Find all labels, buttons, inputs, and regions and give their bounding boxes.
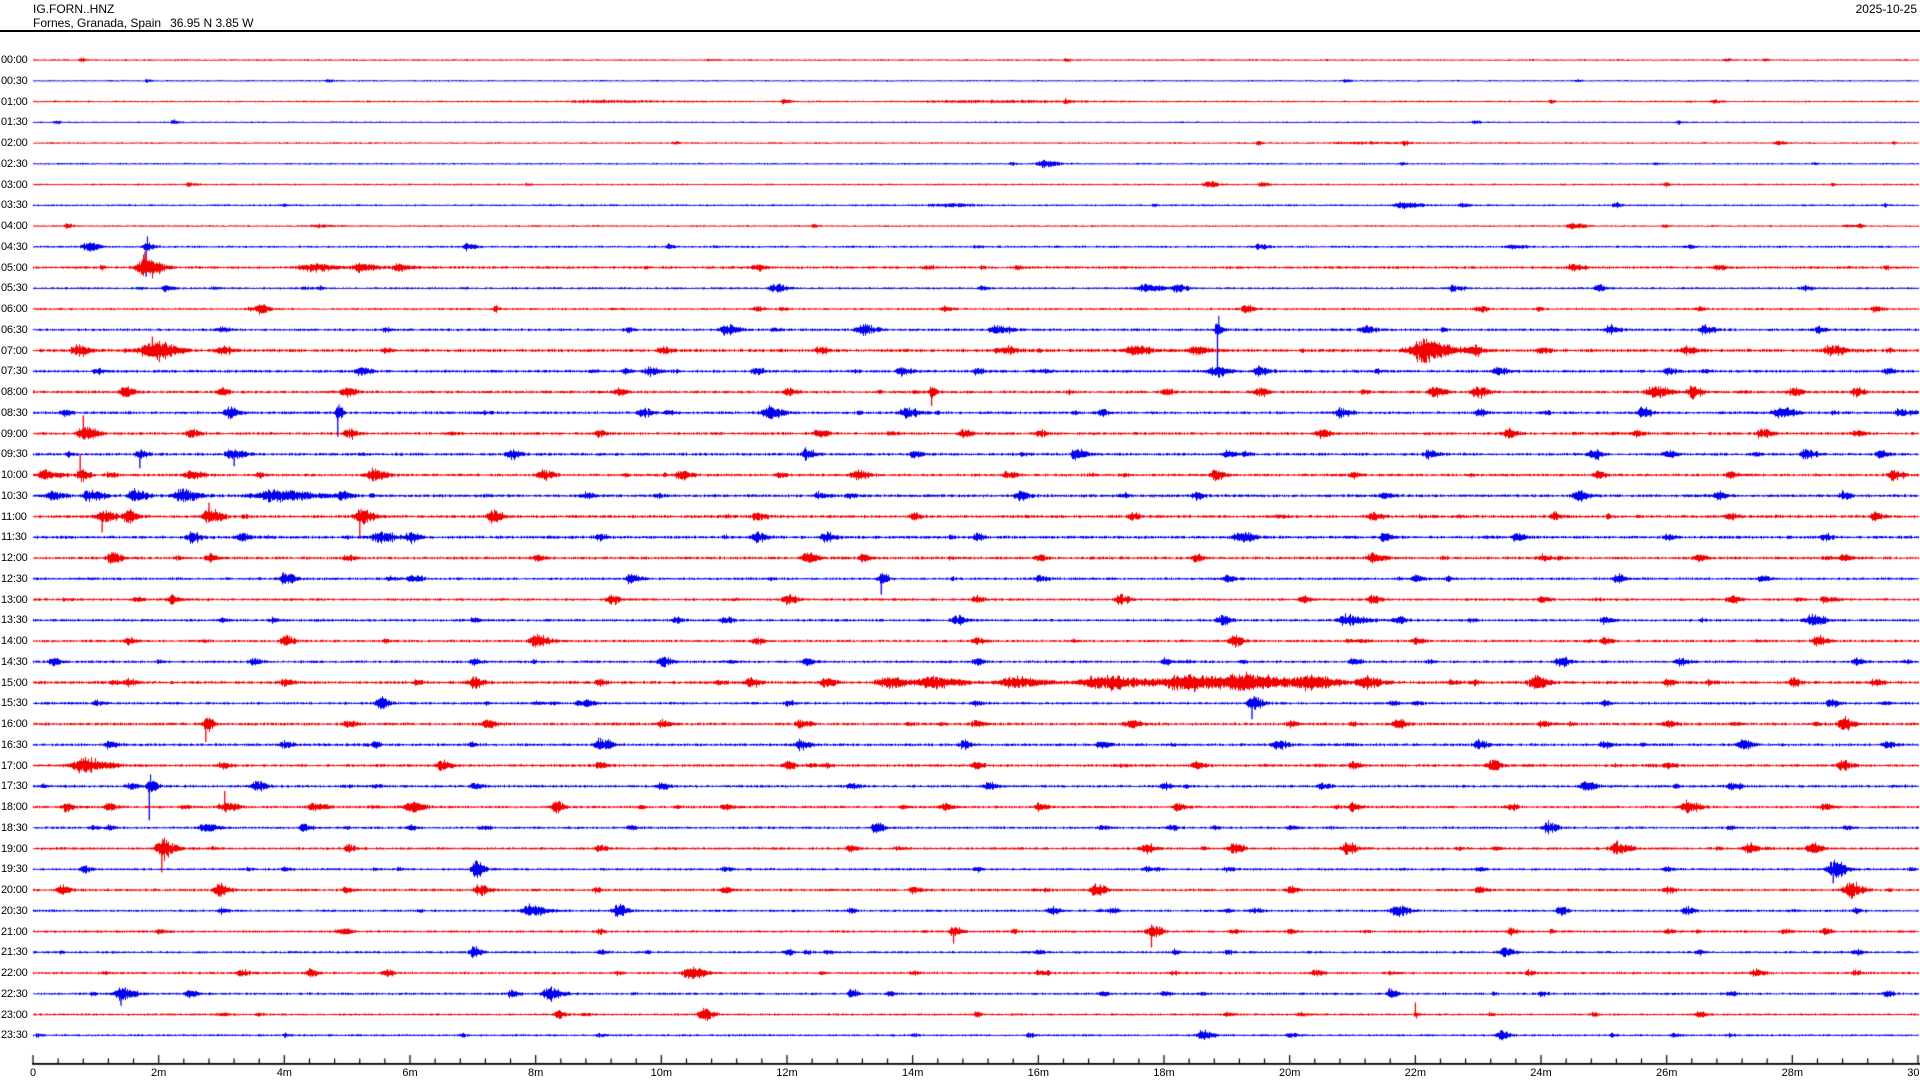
row-label-09-00: 09:00: [1, 427, 28, 440]
row-label-10-00: 10:00: [1, 469, 28, 481]
row-label-07-30: 07:30: [1, 365, 28, 378]
row-label-13-30: 13:30: [1, 614, 28, 627]
x-tick-label-24m: 24m: [1530, 1067, 1552, 1079]
row-label-08-30: 08:30: [1, 406, 28, 419]
x-tick-label-6m: 6m: [402, 1067, 418, 1079]
row-label-11-00: 11:00: [1, 510, 27, 523]
row-label-22-00: 22:00: [1, 967, 28, 979]
row-label-14-30: 14:30: [1, 655, 28, 668]
row-label-17-00: 17:00: [1, 759, 28, 772]
row-label-07-00: 07:00: [1, 344, 28, 357]
row-label-18-30: 18:30: [1, 821, 28, 834]
x-tick-label-2m: 2m: [151, 1067, 167, 1079]
row-label-22-30: 22:30: [1, 987, 28, 1000]
row-label-00-00: 00:00: [1, 54, 28, 66]
row-label-21-00: 21:00: [1, 925, 28, 938]
row-label-19-30: 19:30: [1, 863, 28, 876]
row-label-04-00: 04:00: [1, 220, 28, 232]
row-label-23-30: 23:30: [1, 1029, 28, 1042]
row-label-02-30: 02:30: [1, 157, 28, 170]
row-label-06-00: 06:00: [1, 303, 28, 315]
row-label-11-30: 11:30: [1, 531, 27, 544]
row-label-03-30: 03:30: [1, 199, 28, 212]
row-label-23-00: 23:00: [1, 1008, 28, 1021]
row-label-20-00: 20:00: [1, 884, 28, 896]
row-label-03-00: 03:00: [1, 178, 28, 191]
x-tick-label-22m: 22m: [1404, 1067, 1427, 1079]
x-tick-label-10m: 10m: [650, 1067, 673, 1079]
x-tick-label-28m: 28m: [1781, 1067, 1804, 1079]
row-label-18-00: 18:00: [1, 801, 28, 813]
row-label-08-00: 08:00: [1, 386, 28, 398]
row-label-00-30: 00:30: [1, 74, 28, 87]
x-tick-label-14m: 14m: [901, 1067, 924, 1079]
x-tick-label-30m: 30m: [1907, 1067, 1920, 1079]
x-tick-label-8m: 8m: [528, 1067, 544, 1079]
x-tick-label-12m: 12m: [776, 1067, 798, 1079]
row-label-05-30: 05:30: [1, 282, 28, 295]
row-label-15-00: 15:00: [1, 676, 28, 689]
x-tick-label-4m: 4m: [276, 1067, 292, 1079]
row-label-16-30: 16:30: [1, 738, 28, 751]
row-label-09-30: 09:30: [1, 448, 28, 461]
x-tick-label-18m: 18m: [1153, 1067, 1175, 1079]
row-label-06-30: 06:30: [1, 323, 28, 336]
row-label-16-00: 16:00: [1, 718, 28, 730]
row-label-12-30: 12:30: [1, 572, 28, 585]
row-label-01-00: 01:00: [1, 95, 28, 108]
row-label-14-00: 14:00: [1, 635, 28, 647]
x-tick-label-26m: 26m: [1655, 1067, 1678, 1079]
row-label-17-30: 17:30: [1, 780, 28, 793]
x-tick-label-0: 0: [29, 1067, 37, 1079]
row-label-12-00: 12:00: [1, 552, 28, 564]
row-label-20-30: 20:30: [1, 904, 28, 917]
row-label-10-30: 10:30: [1, 489, 28, 502]
x-tick-label-16m: 16m: [1027, 1067, 1050, 1079]
x-tick-label-20m: 20m: [1278, 1067, 1301, 1079]
row-label-15-30: 15:30: [1, 697, 28, 710]
row-label-19-00: 19:00: [1, 842, 28, 855]
row-label-01-30: 01:30: [1, 116, 28, 129]
row-label-02-00: 02:00: [1, 137, 28, 149]
row-label-21-30: 21:30: [1, 946, 28, 959]
row-label-13-00: 13:00: [1, 593, 28, 606]
row-label-04-30: 04:30: [1, 240, 28, 253]
row-label-05-00: 05:00: [1, 261, 28, 274]
